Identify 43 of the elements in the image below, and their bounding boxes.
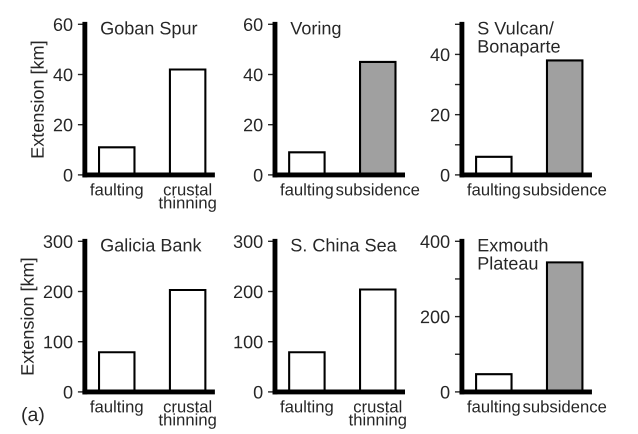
y-tick-label: 0 <box>440 386 450 399</box>
y-tick-label: 20 <box>244 118 262 132</box>
y-tick-label: 0 <box>64 386 72 399</box>
y-tick-label: 60 <box>54 18 72 32</box>
x-tick-label: subsidence <box>523 400 606 412</box>
x-tick-label: faulting <box>280 400 333 416</box>
y-tick-label: 300 <box>234 235 262 248</box>
y-tick-label: 400 <box>420 235 450 248</box>
x-tick-label: faulting <box>90 183 143 199</box>
chart-title: S. China Sea <box>291 238 397 252</box>
x-tick-label: faulting <box>467 400 520 416</box>
y-tick-label: 40 <box>430 48 450 62</box>
x-tick-label: subsidence <box>336 183 420 196</box>
y-tick-label: 100 <box>234 336 262 348</box>
text: (a) <box>22 406 44 426</box>
x-tick-label: subsidence <box>523 183 606 196</box>
y-tick-label: 100 <box>44 336 72 348</box>
y-tick-label: 0 <box>254 386 262 399</box>
x-tick-label: crustal thinning <box>348 400 406 429</box>
chart-title: S Vulcan/ Bonaparte <box>478 21 560 56</box>
y-tick-label: 20 <box>54 118 72 132</box>
y-tick-label: 40 <box>53 68 72 82</box>
chart-title: Goban Spur <box>101 21 198 38</box>
y-tick-label: 60 <box>244 18 262 32</box>
x-tick-label: faulting <box>90 400 143 416</box>
y-axis-title: Extension [km] <box>30 42 48 158</box>
y-tick-label: 300 <box>44 235 72 248</box>
y-tick-label: 0 <box>440 168 450 182</box>
x-tick-label: faulting <box>280 183 333 199</box>
x-tick-label: faulting <box>467 183 520 199</box>
chart-title: Exmouth Plateau <box>478 238 548 270</box>
chart-title: Galicia Bank <box>101 238 202 252</box>
y-tick-label: 200 <box>234 285 262 298</box>
y-tick-label: 0 <box>64 168 72 182</box>
y-axis-title: Extension [km] <box>20 258 38 374</box>
y-tick-label: 200 <box>420 310 450 324</box>
y-tick-label: 200 <box>44 285 72 298</box>
x-tick-label: crustal thinning <box>158 183 216 212</box>
y-tick-label: 0 <box>254 168 262 182</box>
y-tick-label: 40 <box>244 68 262 82</box>
chart-title: Voring <box>290 21 340 38</box>
y-tick-label: 20 <box>430 108 450 122</box>
x-tick-label: crustal thinning <box>158 400 216 429</box>
